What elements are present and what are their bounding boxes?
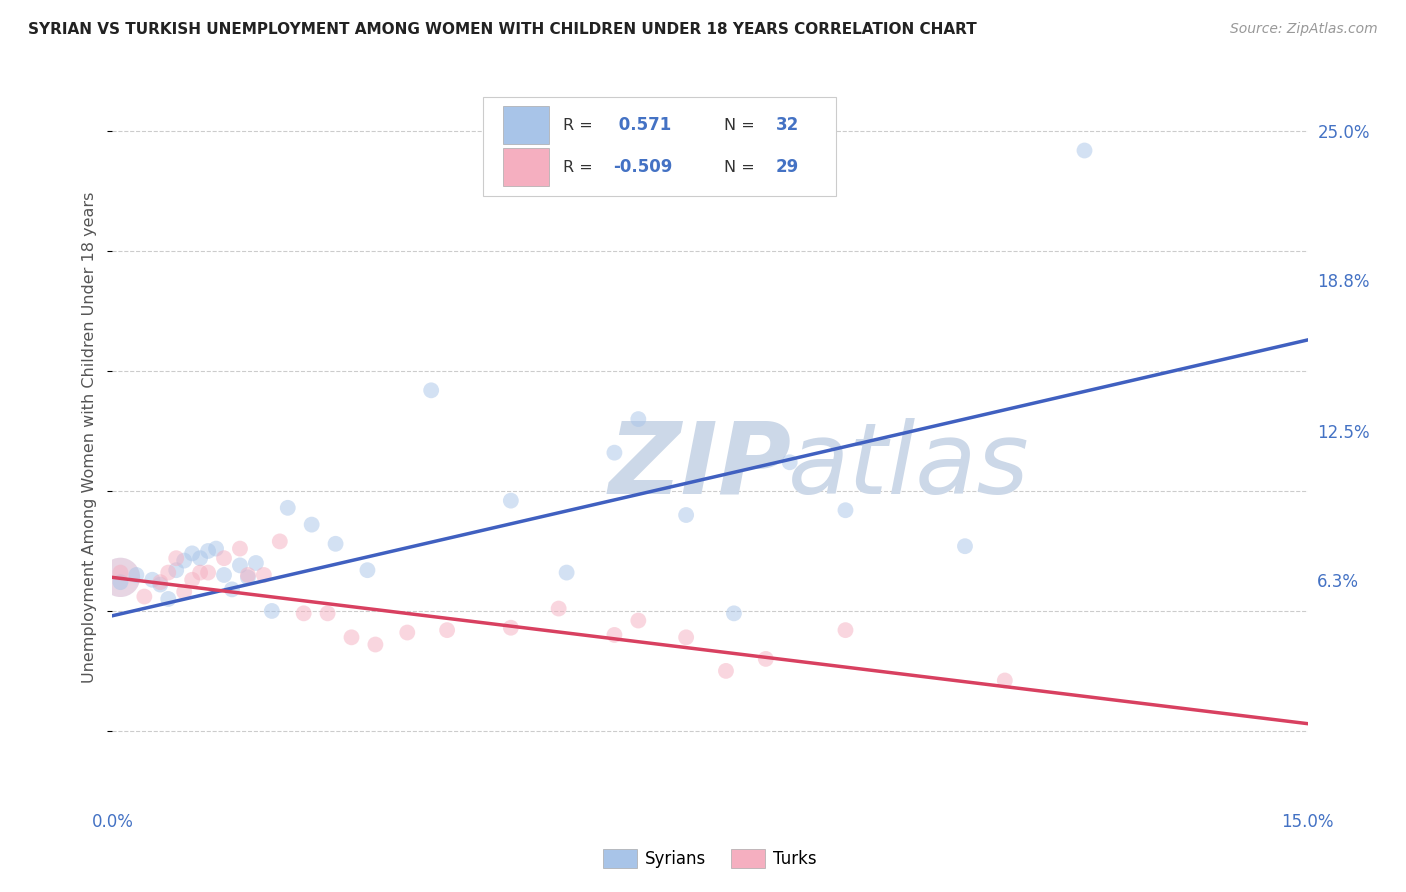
- Point: [953, 539, 976, 553]
- Text: N =: N =: [724, 160, 755, 175]
- Point: [245, 556, 267, 570]
- Point: [221, 582, 243, 597]
- Point: [110, 570, 132, 584]
- Text: R =: R =: [562, 118, 593, 133]
- Point: [260, 604, 283, 618]
- Point: [134, 590, 156, 604]
- Point: [325, 537, 347, 551]
- Point: [205, 541, 228, 556]
- Point: [125, 568, 148, 582]
- Point: [499, 621, 522, 635]
- Point: [236, 568, 259, 582]
- Y-axis label: Unemployment Among Women with Children Under 18 years: Unemployment Among Women with Children U…: [82, 192, 97, 682]
- Text: 0.571: 0.571: [613, 116, 672, 135]
- Point: [269, 534, 291, 549]
- Text: 29: 29: [776, 159, 799, 177]
- FancyBboxPatch shape: [503, 106, 548, 145]
- Point: [714, 664, 737, 678]
- Point: [253, 568, 276, 582]
- Point: [779, 455, 801, 469]
- Point: [212, 568, 235, 582]
- Point: [149, 577, 172, 591]
- Point: [277, 500, 299, 515]
- Point: [364, 638, 387, 652]
- Point: [181, 573, 204, 587]
- Point: [157, 591, 180, 606]
- Text: N =: N =: [724, 118, 755, 133]
- Point: [212, 551, 235, 566]
- Point: [173, 553, 195, 567]
- Point: [755, 652, 778, 666]
- FancyBboxPatch shape: [484, 97, 835, 195]
- Point: [675, 508, 697, 522]
- Point: [1073, 144, 1095, 158]
- Point: [149, 575, 172, 590]
- Text: -0.509: -0.509: [613, 159, 672, 177]
- FancyBboxPatch shape: [503, 148, 548, 186]
- Point: [181, 546, 204, 560]
- Point: [197, 566, 219, 580]
- Point: [301, 517, 323, 532]
- Point: [110, 570, 132, 584]
- Point: [188, 566, 211, 580]
- Point: [356, 563, 378, 577]
- Point: [236, 570, 259, 584]
- Point: [436, 623, 458, 637]
- Point: [110, 575, 132, 590]
- Point: [229, 558, 252, 573]
- Point: [141, 573, 163, 587]
- Text: atlas: atlas: [787, 417, 1029, 515]
- Point: [165, 563, 187, 577]
- Text: SYRIAN VS TURKISH UNEMPLOYMENT AMONG WOMEN WITH CHILDREN UNDER 18 YEARS CORRELAT: SYRIAN VS TURKISH UNEMPLOYMENT AMONG WOM…: [28, 22, 977, 37]
- Point: [197, 544, 219, 558]
- Point: [316, 607, 339, 621]
- Point: [420, 384, 443, 398]
- Point: [834, 623, 856, 637]
- Point: [603, 628, 626, 642]
- Point: [834, 503, 856, 517]
- Point: [229, 541, 252, 556]
- Point: [110, 566, 132, 580]
- Point: [675, 630, 697, 644]
- Text: R =: R =: [562, 160, 593, 175]
- Point: [188, 551, 211, 566]
- Text: ZIP: ZIP: [609, 417, 792, 515]
- Text: Source: ZipAtlas.com: Source: ZipAtlas.com: [1230, 22, 1378, 37]
- Point: [603, 445, 626, 459]
- Point: [547, 601, 569, 615]
- Point: [994, 673, 1017, 688]
- Point: [165, 551, 187, 566]
- Point: [396, 625, 419, 640]
- Legend: Syrians, Turks: Syrians, Turks: [596, 842, 824, 875]
- Point: [173, 584, 195, 599]
- Point: [627, 412, 650, 426]
- Point: [292, 607, 315, 621]
- Point: [340, 630, 363, 644]
- Text: 32: 32: [776, 116, 799, 135]
- Point: [157, 566, 180, 580]
- Point: [723, 607, 745, 621]
- Point: [555, 566, 578, 580]
- Point: [627, 614, 650, 628]
- Point: [499, 493, 522, 508]
